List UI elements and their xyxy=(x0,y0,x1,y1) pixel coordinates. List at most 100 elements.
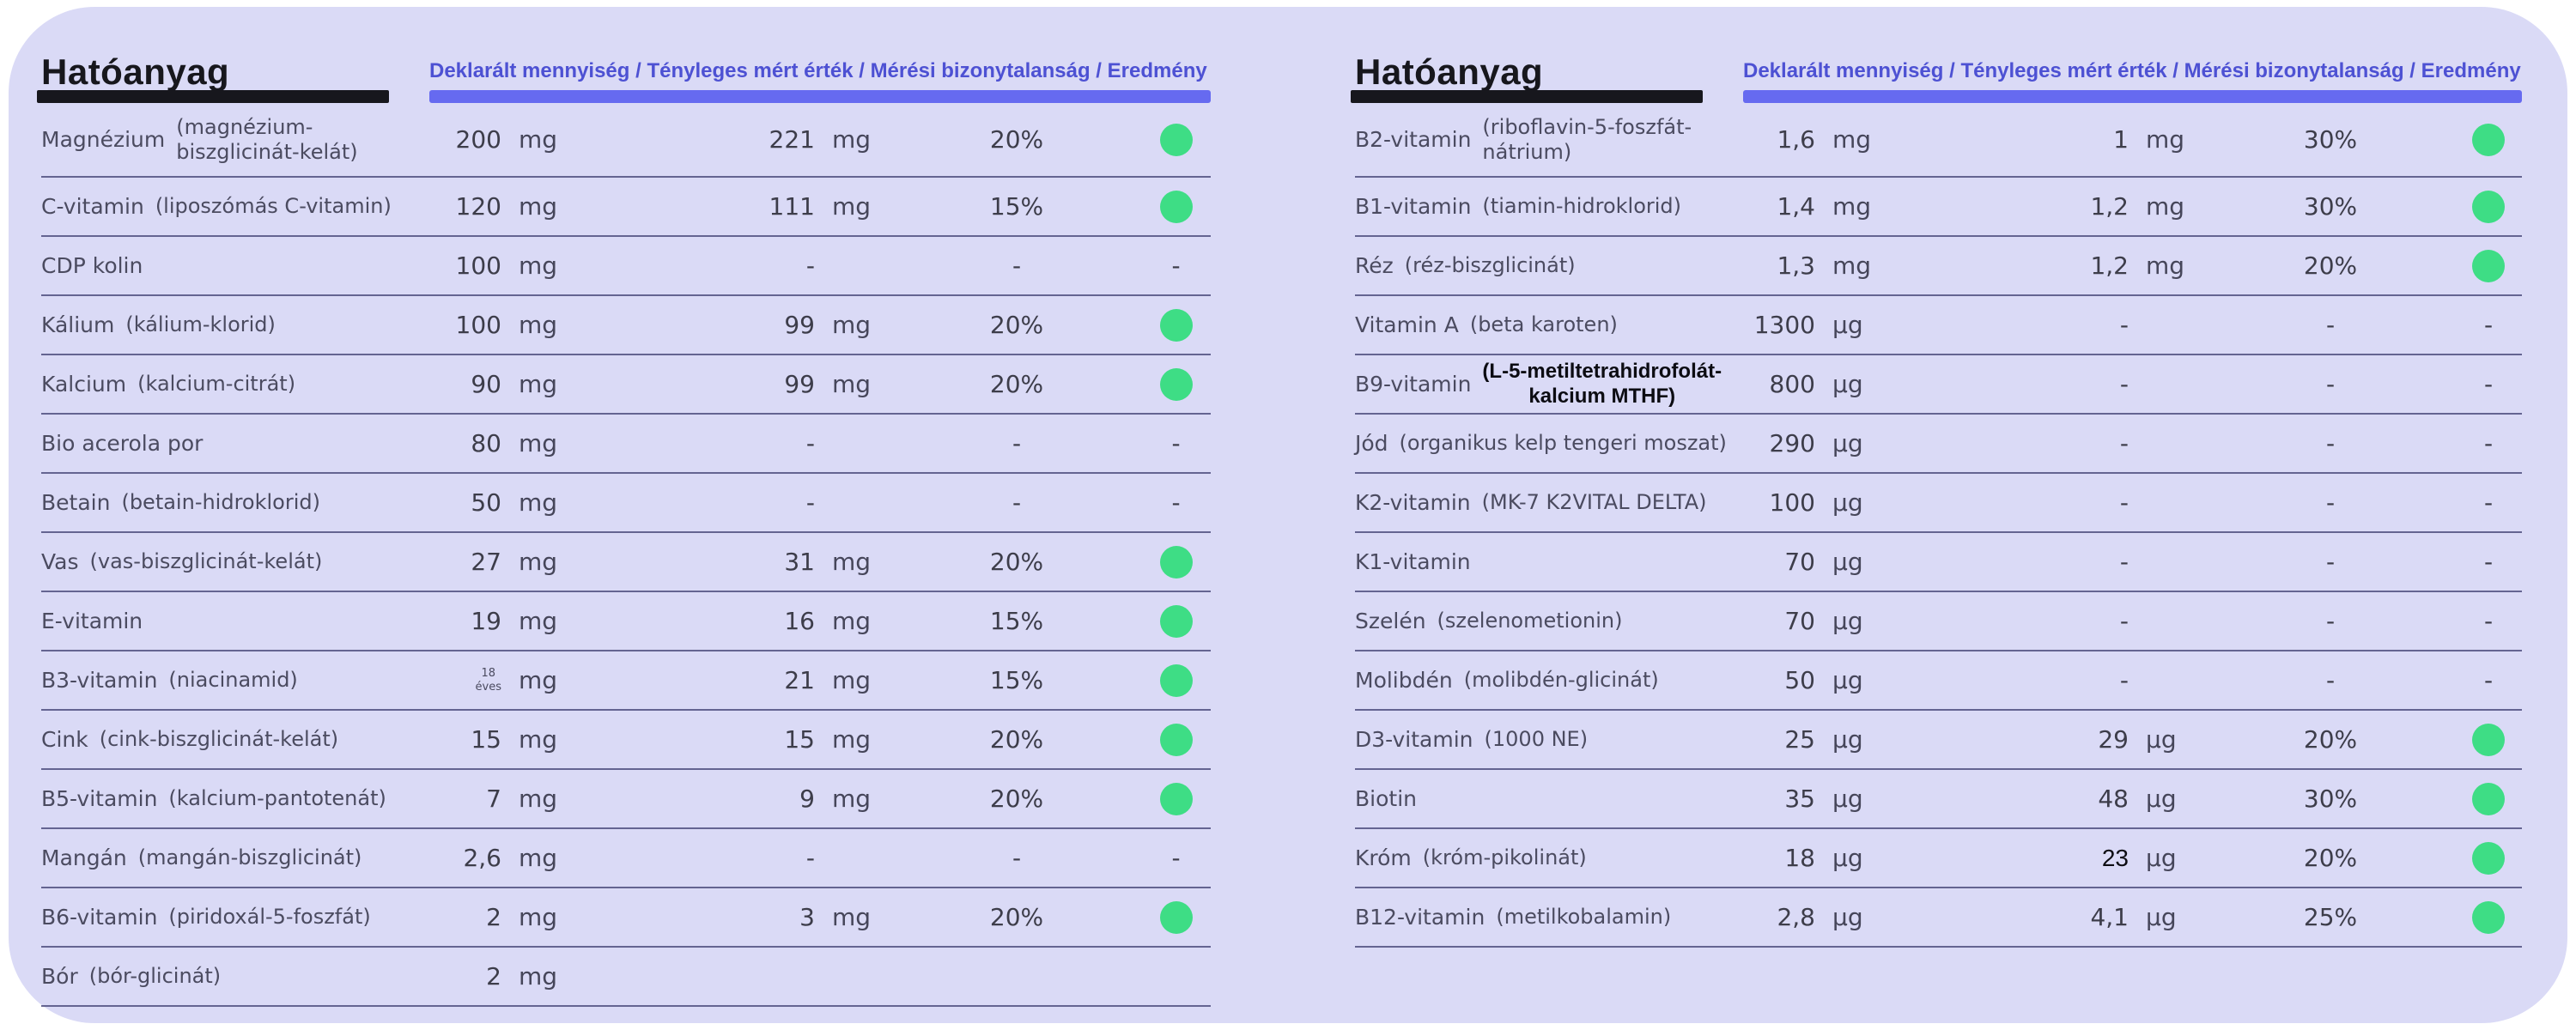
ingredient-main-label: D3-vitamin xyxy=(1355,727,1473,752)
declared-amount: 19 xyxy=(471,607,501,635)
ingredient-name: B9-vitamin (L-5-metiltetrahidrofolát- kal… xyxy=(1355,360,1729,409)
ingredient-main-label: Kalcium xyxy=(41,372,127,397)
table-rows: Magnézium (magnézium- biszglicinát-kelát)… xyxy=(41,103,1211,1007)
ingredient-main-label: K2-vitamin xyxy=(1355,490,1471,515)
ingredient-main-label: Vitamin A xyxy=(1355,312,1459,337)
table-row: Kalcium (kalcium-citrát) 90 mg 99 mg 20% xyxy=(41,355,1211,415)
table-row: Bór (bór-glicinát) 2 mg xyxy=(41,948,1211,1007)
ingredient-name: Molibdén (molibdén-glicinát) xyxy=(1355,668,1729,693)
result-cell: - xyxy=(1171,844,1181,872)
uncertainty-value: 30% xyxy=(2303,192,2358,221)
declared-amount: 2,6 xyxy=(463,844,501,872)
declared-amount: 15 xyxy=(471,725,501,754)
measured-amount: 9 xyxy=(799,785,815,813)
uncertainty-value: 20% xyxy=(989,311,1044,339)
result-cell xyxy=(1141,123,1211,156)
table-row: Bio acerola por 80 mg - - - xyxy=(41,415,1211,474)
result-pass-dot xyxy=(1159,782,1193,815)
measured-amount: 29 xyxy=(2098,725,2129,754)
result-pass-dot xyxy=(1159,367,1193,401)
ingredient-sub-label: (beta karoten) xyxy=(1469,312,1618,337)
measured-amount: 15 xyxy=(784,725,815,754)
table-row: Vas (vas-biszglicinát-kelát) 27 mg 31 mg 20% xyxy=(41,533,1211,592)
ingredient-name: B5-vitamin (kalcium-pantotenát) xyxy=(41,786,416,811)
declared-amount: 100 xyxy=(455,251,501,280)
ingredient-main-label: C-vitamin xyxy=(41,194,144,219)
uncertainty-value: 25% xyxy=(2303,903,2358,931)
result-cell xyxy=(1141,604,1211,638)
result-pass-dot xyxy=(1159,723,1193,756)
ingredient-main-label: Króm xyxy=(1355,845,1412,870)
ingredient-name: Kalcium (kalcium-citrát) xyxy=(41,372,416,397)
declared-amount: 80 xyxy=(471,429,501,457)
ingredient-name: B6-vitamin (piridoxál-5-foszfát) xyxy=(41,905,416,930)
measured-amount: - xyxy=(2119,370,2129,398)
measured-unit: mg xyxy=(832,725,872,754)
ingredient-name: Biotin xyxy=(1355,786,1729,811)
ingredient-name: K2-vitamin (MK-7 K2VITAL DELTA) xyxy=(1355,490,1729,515)
declared-unit: µg xyxy=(1832,666,1863,694)
measured-amount: 1 xyxy=(2113,125,2129,154)
ingredient-sub-label: (organikus kelp tengeri moszat) xyxy=(1399,431,1727,456)
declared-amount: 2 xyxy=(486,962,501,991)
table-row: B9-vitamin (L-5-metiltetrahidrofolát- kal… xyxy=(1355,355,2522,415)
result-cell: - xyxy=(2483,488,2494,517)
ingredient-sub-label: (piridoxál-5-foszfát) xyxy=(168,905,371,930)
result-pass-dot xyxy=(1159,604,1193,638)
measured-amount: 21 xyxy=(784,666,815,694)
uncertainty-value: 20% xyxy=(989,125,1044,154)
measured-unit: mg xyxy=(832,311,872,339)
columns-underline-bar xyxy=(429,90,1211,103)
uncertainty-value: - xyxy=(2325,548,2336,576)
table-row: B5-vitamin (kalcium-pantotenát) 7 mg 9 mg 20% xyxy=(41,770,1211,829)
result-pass-dot xyxy=(1159,190,1193,223)
table-header: Hatóanyag Deklarált mennyiség / Ténylege… xyxy=(1351,43,2522,103)
declared-unit: mg xyxy=(519,962,558,991)
table-row: B1-vitamin (tiamin-hidroklorid) 1,4 mg 1,2 mg… xyxy=(1355,178,2522,237)
uncertainty-value: - xyxy=(2325,666,2336,694)
declared-amount: 1,4 xyxy=(1777,192,1815,221)
uncertainty-value: 20% xyxy=(989,370,1044,398)
table-title: Hatóanyag xyxy=(1355,52,1544,92)
result-pass-dot xyxy=(1159,545,1193,579)
ingredient-sub-label: (króm-pikolinát) xyxy=(1422,845,1587,870)
ingredient-name: E-vitamin xyxy=(41,609,416,633)
declared-unit: µg xyxy=(1832,785,1863,813)
measured-amount: 23 xyxy=(2101,844,2129,871)
result-pass-dot xyxy=(2472,782,2505,815)
result-cell: - xyxy=(2483,429,2494,457)
measured-unit: mg xyxy=(832,785,872,813)
result-cell: - xyxy=(2483,311,2494,339)
declared-amount: 18 xyxy=(1784,844,1815,872)
ingredient-main-label: Betain xyxy=(41,490,111,515)
measured-unit: µg xyxy=(2146,844,2177,872)
ingredient-sub-label: (magnézium- biszglicinát-kelát) xyxy=(176,114,358,164)
uncertainty-value: 15% xyxy=(989,666,1044,694)
declared-unit: mg xyxy=(519,666,558,694)
measured-amount: 99 xyxy=(784,370,815,398)
declared-unit: µg xyxy=(1832,548,1863,576)
declared-unit: mg xyxy=(519,429,558,457)
declared-unit: mg xyxy=(1832,125,1872,154)
ingredient-sub-label: (kalcium-pantotenát) xyxy=(168,786,386,811)
ingredient-name: D3-vitamin (1000 NE) xyxy=(1355,727,1729,752)
table-rows: B2-vitamin (riboflavin-5-foszfát- nátrium… xyxy=(1355,103,2522,948)
ingredients-table-left: Hatóanyag Deklarált mennyiség / Ténylege… xyxy=(37,43,1211,1007)
ingredient-sub-label: (szelenometionin) xyxy=(1437,609,1623,633)
table-row: B12-vitamin (metilkobalamin) 2,8 µg 4,1 µg 25% xyxy=(1355,888,2522,948)
ingredient-main-label: K1-vitamin xyxy=(1355,549,1471,574)
table-row: Betain (betain-hidroklorid) 50 mg - - - xyxy=(41,474,1211,533)
measured-amount: 221 xyxy=(769,125,815,154)
measured-amount: 1,2 xyxy=(2090,192,2129,221)
ingredient-main-label: Bio acerola por xyxy=(41,431,204,456)
declared-unit: mg xyxy=(519,192,558,221)
declared-amount: 50 xyxy=(1784,666,1815,694)
result-cell xyxy=(1141,545,1211,579)
table-row: Molibdén (molibdén-glicinát) 50 µg - - - xyxy=(1355,651,2522,711)
table-row: Cink (cink-biszglicinát-kelát) 15 mg 15 mg 20% xyxy=(41,711,1211,770)
declared-unit: µg xyxy=(1832,311,1863,339)
declared-amount: 800 xyxy=(1769,370,1815,398)
uncertainty-value: - xyxy=(2325,429,2336,457)
measured-amount: - xyxy=(2119,548,2129,576)
ingredient-name: Cink (cink-biszglicinát-kelát) xyxy=(41,727,416,752)
